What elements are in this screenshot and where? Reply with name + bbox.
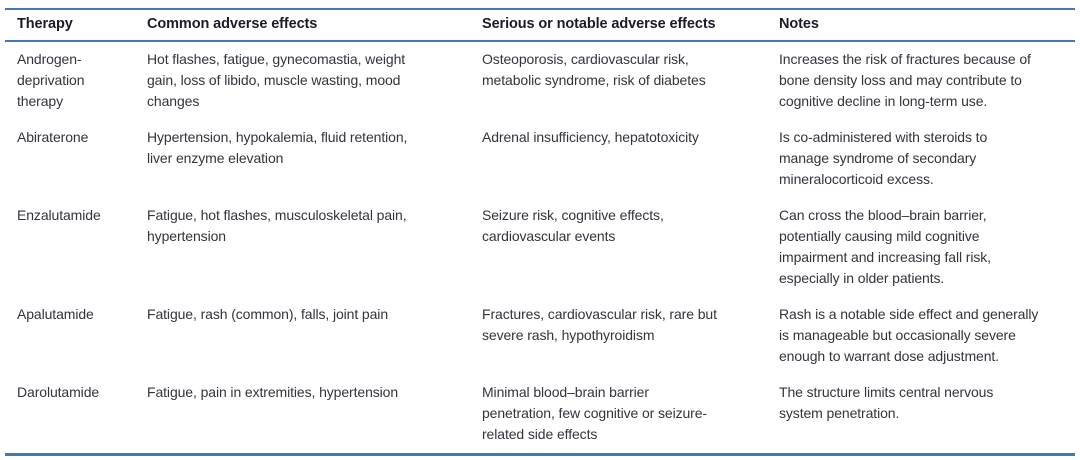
column-header-serious-effects: Serious or notable adverse effects <box>470 9 767 42</box>
table-row-abiraterone: Abiraterone Hypertension, hypokalemia, f… <box>5 120 1075 198</box>
cell-serious-effects: Fractures, cardiovascular risk, rare but… <box>482 306 717 343</box>
cell-notes: Can cross the blood–brain barrier, poten… <box>779 207 991 286</box>
cell-therapy: Apalutamide <box>17 306 94 322</box>
cell-notes: Is co-administered with steroids to mana… <box>779 129 988 187</box>
cell-serious-effects: Seizure risk, cognitive effects, cardiov… <box>482 207 664 244</box>
column-header-common-effects: Common adverse effects <box>135 9 470 42</box>
cell-notes: Rash is a notable side effect and genera… <box>779 306 1039 364</box>
table-row-darolutamide: Darolutamide Fatigue, pain in extremitie… <box>5 375 1075 455</box>
cell-therapy: Darolutamide <box>17 384 100 400</box>
column-header-therapy: Therapy <box>5 9 135 42</box>
cell-therapy: Abiraterone <box>17 129 89 145</box>
cell-common-effects: Fatigue, hot flashes, musculoskeletal pa… <box>147 207 407 244</box>
table-row-enzalutamide: Enzalutamide Fatigue, hot flashes, muscu… <box>5 198 1075 297</box>
cell-common-effects: Hot flashes, fatigue, gynecomastia, weig… <box>147 51 406 109</box>
table-row-androgen-deprivation-therapy: Androgen- deprivation therapy Hot flashe… <box>5 41 1075 120</box>
column-header-notes: Notes <box>767 9 1075 42</box>
cell-common-effects: Fatigue, pain in extremities, hypertensi… <box>147 384 399 400</box>
cell-therapy: Androgen- deprivation therapy <box>17 51 85 109</box>
cell-serious-effects: Minimal blood–brain barrier penetration,… <box>482 384 707 442</box>
table-row-apalutamide: Apalutamide Fatigue, rash (common), fall… <box>5 297 1075 375</box>
cell-common-effects: Fatigue, rash (common), falls, joint pai… <box>147 306 389 322</box>
cell-serious-effects: Osteoporosis, cardiovascular risk, metab… <box>482 51 706 88</box>
table-header-row: Therapy Common adverse effects Serious o… <box>5 9 1075 42</box>
cell-therapy: Enzalutamide <box>17 207 101 223</box>
cell-notes: The structure limits central nervous sys… <box>779 384 994 421</box>
cell-serious-effects: Adrenal insufficiency, hepatotoxicity <box>482 129 699 145</box>
cell-common-effects: Hypertension, hypokalemia, fluid retenti… <box>147 129 408 166</box>
adverse-effects-table: Therapy Common adverse effects Serious o… <box>5 8 1075 456</box>
cell-notes: Increases the risk of fractures because … <box>779 51 1031 109</box>
